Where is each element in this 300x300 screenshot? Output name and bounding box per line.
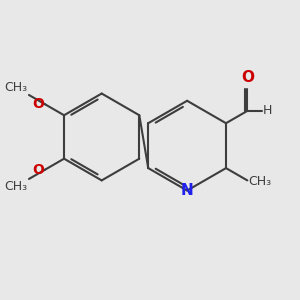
Text: CH₃: CH₃ — [248, 176, 271, 188]
Text: N: N — [181, 183, 194, 198]
Text: CH₃: CH₃ — [4, 81, 28, 94]
Text: H: H — [263, 104, 272, 117]
Text: O: O — [32, 163, 44, 176]
Text: O: O — [241, 70, 254, 85]
Text: CH₃: CH₃ — [4, 180, 28, 193]
Text: O: O — [32, 98, 44, 111]
